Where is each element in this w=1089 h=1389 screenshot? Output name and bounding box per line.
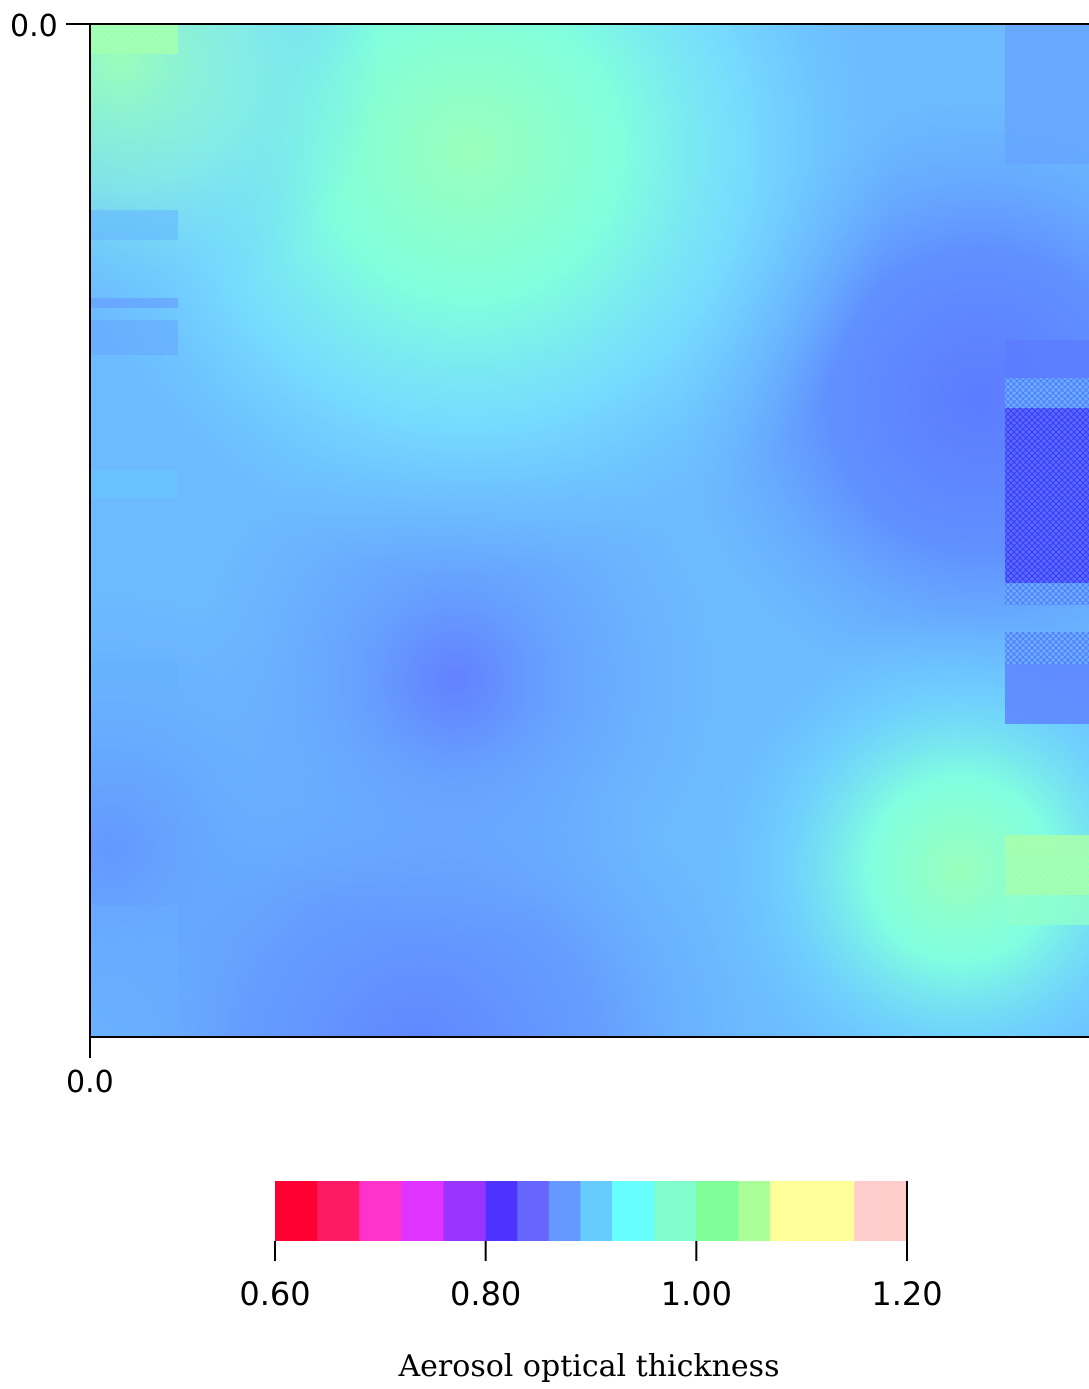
colorbar-segments (275, 1181, 908, 1241)
colorbar-segment (317, 1181, 360, 1241)
colorbar-segment (359, 1181, 402, 1241)
colorbar-segment (770, 1181, 824, 1241)
y-tick-label: 0.0 (10, 9, 58, 44)
colorbar-segment (696, 1181, 739, 1241)
colorbar-segment (548, 1181, 581, 1241)
colorbar-ticks: 0.60 0.80 1.00 1.20 (239, 1241, 943, 1313)
colorbar-segment (517, 1181, 550, 1241)
left-edge-bands (90, 24, 178, 1037)
colorbar: 0.60 0.80 1.00 1.20 Aerosol optical thickne… (239, 1181, 943, 1384)
colorbar-segment (443, 1181, 487, 1241)
plot-axes: 0.0 0.0 (10, 9, 1089, 1100)
colorbar-segment (738, 1181, 771, 1241)
colorbar-segment (654, 1181, 697, 1241)
colorbar-tick-label: 0.60 (239, 1275, 310, 1313)
colorbar-title: Aerosol optical thickness (398, 1349, 780, 1384)
colorbar-segment (612, 1181, 655, 1241)
colorbar-segment (485, 1181, 518, 1241)
right-edge-bands (1005, 24, 1089, 925)
colorbar-tick-label: 1.20 (871, 1275, 942, 1313)
colorbar-tick-label: 1.00 (661, 1275, 732, 1313)
colorbar-segment (580, 1181, 613, 1241)
colorbar-segment (275, 1181, 318, 1241)
heatmap-field (90, 24, 1089, 1037)
colorbar-segment (822, 1181, 855, 1241)
colorbar-tick-label: 0.80 (450, 1275, 521, 1313)
colorbar-segment (854, 1181, 908, 1241)
x-tick-label: 0.0 (66, 1065, 114, 1100)
colorbar-segment (401, 1181, 445, 1241)
